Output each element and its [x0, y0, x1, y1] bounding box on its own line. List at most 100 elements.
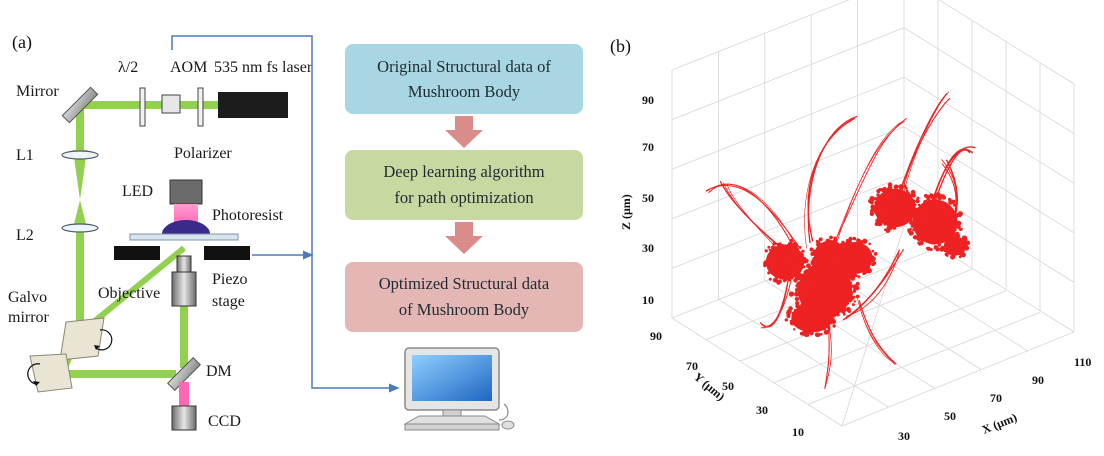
point: [944, 215, 949, 220]
point: [854, 244, 858, 248]
point: [806, 279, 812, 285]
point: [966, 240, 971, 245]
point: [914, 227, 919, 232]
point: [824, 301, 828, 305]
point: [934, 239, 938, 244]
point: [886, 226, 890, 230]
point: [786, 246, 789, 250]
point: [869, 211, 875, 216]
point: [931, 218, 937, 224]
point: [831, 293, 835, 297]
point: [951, 226, 957, 232]
point: [781, 261, 786, 266]
point: [779, 252, 784, 257]
point: [882, 203, 887, 208]
point: [887, 185, 893, 191]
point: [848, 298, 853, 303]
point: [846, 259, 850, 263]
neurite-fiber: [927, 148, 974, 214]
point: [774, 272, 778, 276]
point: [802, 258, 807, 263]
neurite-fiber: [845, 248, 905, 320]
point: [849, 281, 853, 285]
point: [848, 283, 854, 289]
point: [799, 322, 806, 328]
point: [837, 293, 842, 297]
point: [832, 320, 836, 324]
point: [951, 243, 955, 247]
point: [944, 252, 949, 257]
point: [820, 244, 825, 249]
x-tick-50: 50: [944, 409, 956, 423]
point: [853, 253, 858, 259]
point: [807, 290, 812, 295]
point: [850, 262, 853, 266]
point: [815, 302, 819, 305]
point: [828, 292, 832, 296]
point: [830, 303, 835, 308]
flow-box-1-bg: [345, 44, 583, 114]
point: [837, 262, 841, 266]
point: [880, 188, 884, 192]
point: [933, 235, 937, 238]
point: [841, 289, 846, 293]
point: [950, 255, 955, 260]
panel-b-label: (b): [610, 36, 631, 57]
point: [830, 261, 834, 265]
point: [877, 215, 881, 219]
point: [950, 240, 955, 244]
neurite-fiber: [726, 183, 783, 254]
point: [768, 248, 771, 252]
z-tick-70: 70: [642, 140, 654, 154]
point: [834, 263, 838, 267]
point: [928, 229, 932, 233]
point: [794, 262, 799, 268]
point: [832, 324, 836, 328]
z-tick-90: 90: [642, 93, 654, 107]
point: [871, 196, 874, 199]
point: [884, 228, 887, 231]
point: [807, 274, 810, 278]
point: [784, 318, 788, 322]
flow-arrow-2: [445, 222, 483, 254]
point: [821, 262, 827, 267]
point: [947, 234, 952, 239]
piezo-label-2: stage: [212, 293, 245, 310]
point: [841, 240, 845, 245]
point: [956, 220, 962, 226]
point: [940, 202, 944, 206]
point: [874, 197, 878, 201]
point: [908, 230, 914, 236]
point: [812, 318, 818, 323]
point: [824, 288, 829, 292]
point: [934, 210, 938, 214]
neurite-fiber: [858, 302, 895, 364]
point: [798, 294, 801, 297]
point: [821, 300, 825, 304]
point: [845, 301, 849, 305]
l2-label: L2: [16, 227, 34, 244]
point: [842, 254, 846, 259]
point: [824, 305, 829, 309]
point: [783, 269, 789, 274]
photoresist-drop: [162, 220, 210, 234]
point: [802, 265, 806, 269]
aom-label: AOM: [170, 59, 207, 76]
point: [877, 221, 883, 227]
point: [951, 247, 957, 253]
point: [846, 240, 852, 246]
panel-a: (a) 535 nm fs laser Polarizer AOM λ/2: [8, 32, 583, 431]
point: [852, 236, 856, 241]
point: [788, 249, 793, 254]
point: [782, 256, 788, 261]
point: [811, 303, 814, 307]
point: [845, 294, 849, 298]
point: [829, 278, 834, 283]
point: [803, 319, 808, 324]
half-wave-plate: [139, 87, 146, 127]
point: [960, 227, 963, 231]
point: [961, 252, 966, 258]
point: [794, 288, 799, 292]
flow-box-3-line2: of Mushroom Body: [399, 300, 530, 319]
point: [789, 319, 793, 323]
